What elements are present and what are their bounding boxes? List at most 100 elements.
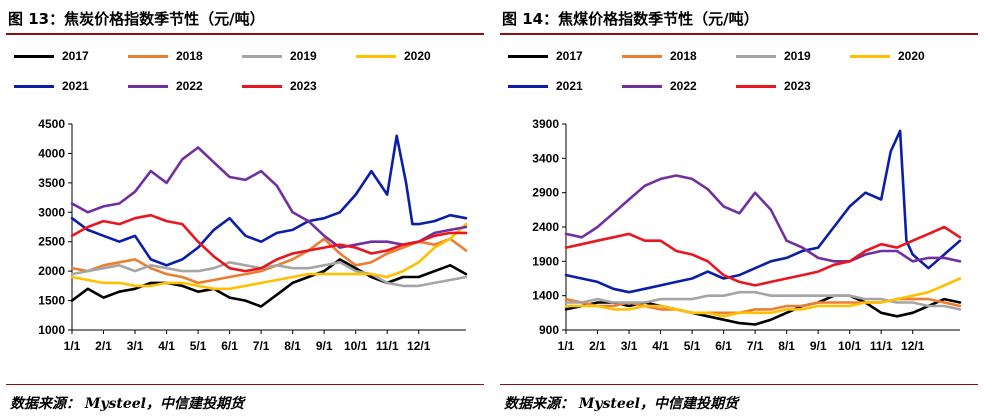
chart-panel-coke: 图 13：焦炭价格指数季节性（元/吨） 2017 2018 2019 2020 2021… — [6, 10, 484, 412]
y-tick-label: 3500 — [38, 176, 65, 190]
legend-swatch — [508, 84, 548, 88]
y-tick-label: 1900 — [532, 254, 559, 268]
source-divider — [500, 384, 978, 385]
x-tick-label: 9/1 — [810, 339, 827, 353]
x-tick-label: 8/1 — [284, 339, 301, 353]
legend-item: 2023 — [242, 76, 317, 96]
legend-item: 2018 — [128, 46, 203, 66]
series-line-2019 — [70, 261, 468, 288]
legend-swatch — [356, 54, 396, 58]
source-note: 数据来源： Mysteel，中信建投期货 — [10, 396, 244, 412]
series-line-2019 — [564, 290, 962, 311]
chart-panel-coking-coal: 图 14：焦煤价格指数季节性（元/吨） 2017 2018 2019 2020 2021… — [494, 0, 988, 418]
legend-label: 2023 — [784, 79, 811, 93]
y-tick-label: 900 — [539, 323, 559, 337]
source-divider — [6, 384, 484, 385]
legend-item: 2020 — [850, 46, 925, 66]
y-tick-label: 2400 — [532, 220, 559, 234]
legend-label: 2021 — [62, 79, 89, 93]
series-line-2020 — [564, 277, 962, 318]
legend-item: 2021 — [508, 76, 583, 96]
legend-swatch — [508, 54, 548, 58]
legend-label: 2020 — [404, 49, 431, 63]
legend-label: 2022 — [176, 79, 203, 93]
legend-label: 2021 — [556, 79, 583, 93]
legend-label: 2018 — [176, 49, 203, 63]
x-tick-label: 12/1 — [407, 339, 431, 353]
legend-label: 2019 — [290, 49, 317, 63]
x-tick-label: 4/1 — [158, 339, 175, 353]
legend-label: 2020 — [898, 49, 925, 63]
x-tick-label: 4/1 — [652, 339, 669, 353]
chart-title: 图 13：焦炭价格指数季节性（元/吨） — [8, 10, 265, 28]
legend-item: 2021 — [14, 76, 89, 96]
series-line-2017 — [564, 294, 962, 326]
chart-title: 图 14：焦煤价格指数季节性（元/吨） — [502, 10, 759, 28]
legend-label: 2023 — [290, 79, 317, 93]
x-tick-label: 5/1 — [190, 339, 207, 353]
x-tick-label: 6/1 — [221, 339, 238, 353]
legend-swatch — [128, 84, 168, 88]
x-tick-label: 10/1 — [838, 339, 862, 353]
y-tick-label: 2000 — [38, 264, 65, 278]
legend-item: 2019 — [242, 46, 317, 66]
title-divider — [500, 33, 978, 35]
legend-label: 2022 — [670, 79, 697, 93]
series-line-2020 — [70, 222, 468, 291]
legend-label: 2017 — [62, 49, 89, 63]
y-tick-label: 3400 — [532, 151, 559, 165]
y-tick-label: 3000 — [38, 205, 65, 219]
y-tick-label: 1500 — [38, 294, 65, 308]
x-tick-label: 8/1 — [778, 339, 795, 353]
series-line-2023 — [564, 225, 962, 287]
series-line-2021 — [564, 129, 962, 294]
legend-item: 2019 — [736, 46, 811, 66]
x-tick-label: 3/1 — [621, 339, 638, 353]
legend-item: 2018 — [622, 46, 697, 66]
legend-item: 2020 — [356, 46, 431, 66]
x-tick-label: 5/1 — [684, 339, 701, 353]
legend-label: 2019 — [784, 49, 811, 63]
y-tick-label: 2900 — [532, 186, 559, 200]
legend-swatch — [622, 54, 662, 58]
legend-item: 2017 — [14, 46, 89, 66]
x-tick-label: 3/1 — [127, 339, 144, 353]
legend-label: 2018 — [670, 49, 697, 63]
x-tick-label: 11/1 — [376, 339, 399, 353]
y-tick-label: 1400 — [532, 289, 559, 303]
x-tick-label: 1/1 — [64, 339, 81, 353]
legend-swatch — [622, 84, 662, 88]
legend-swatch — [14, 84, 54, 88]
x-tick-label: 2/1 — [589, 339, 606, 353]
line-chart: 900 1400 1900 2400 2900 3400 3900 1/1 2/1 3/1 4/1 5… — [532, 117, 962, 353]
x-tick-label: 6/1 — [715, 339, 732, 353]
x-tick-label: 2/1 — [95, 339, 112, 353]
series-line-2022 — [564, 174, 962, 263]
y-tick-label: 2500 — [38, 235, 65, 249]
x-tick-label: 10/1 — [344, 339, 368, 353]
line-chart: 1000 1500 2000 2500 3000 3500 4000 4500 1/1 2/1 3/… — [38, 117, 468, 353]
series-line-2022 — [70, 146, 468, 249]
legend-item: 2022 — [622, 76, 697, 96]
legend-item: 2017 — [508, 46, 583, 66]
series-line-2017 — [70, 258, 468, 308]
legend-swatch — [14, 54, 54, 58]
legend-swatch — [242, 84, 282, 88]
legend-swatch — [736, 84, 776, 88]
legend-swatch — [242, 54, 282, 58]
series-line-2023 — [70, 213, 468, 273]
legend-swatch — [850, 54, 890, 58]
series-line-2018 — [70, 237, 468, 285]
x-tick-label: 9/1 — [316, 339, 333, 353]
y-tick-label: 4500 — [38, 117, 65, 131]
legend-swatch — [128, 54, 168, 58]
x-tick-label: 7/1 — [747, 339, 764, 353]
legend-swatch — [736, 54, 776, 58]
x-tick-label: 11/1 — [870, 339, 893, 353]
series-line-2021 — [70, 134, 468, 267]
legend-item: 2022 — [128, 76, 203, 96]
y-tick-label: 4000 — [38, 146, 65, 160]
legend-item: 2023 — [736, 76, 811, 96]
source-note: 数据来源： Mysteel，中信建投期货 — [504, 396, 738, 412]
x-tick-label: 1/1 — [558, 339, 575, 353]
